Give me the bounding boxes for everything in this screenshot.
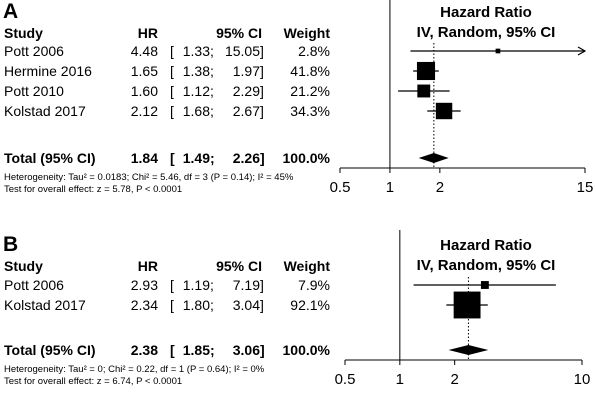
pooled-diamond xyxy=(448,345,489,355)
study-point xyxy=(480,281,489,289)
study-hr: 1.65 xyxy=(130,63,158,79)
study-ci-low: 1.38 xyxy=(182,63,210,79)
panel-label: B xyxy=(3,233,19,256)
study-ci-high: 2.29 xyxy=(232,83,260,99)
plot-subtitle: IV, Random, 95% CI xyxy=(416,24,556,41)
study-ci-low: 1.80 xyxy=(182,297,210,313)
study-hr: 2.93 xyxy=(130,277,158,293)
forest-panel-a: A Hazard Ratio IV, Random, 95% CI Study … xyxy=(3,0,594,196)
study-ci-high: 3.04 xyxy=(232,297,260,313)
x-tick-label: 2 xyxy=(436,179,444,196)
total-label: Total (95% CI) xyxy=(4,342,96,358)
x-tick-label: 10 xyxy=(574,371,591,388)
column-header-hr: HR xyxy=(137,258,158,274)
study-weight: 92.1% xyxy=(290,297,330,313)
total-ci-high: 3.06 xyxy=(232,342,260,358)
x-tick-label: 0.5 xyxy=(330,179,351,196)
total-label: Total (95% CI) xyxy=(4,150,96,166)
plot-title: Hazard Ratio xyxy=(440,237,532,254)
total-ci-low: 1.49 xyxy=(182,150,210,166)
study-name: Pott 2006 xyxy=(4,277,64,293)
study-ci-high: 2.67 xyxy=(232,103,260,119)
heterogeneity-text: Heterogeneity: Tau² = 0.0183; Chi² = 5.4… xyxy=(4,172,294,183)
overall-effect-text: Test for overall effect: z = 6.74, P < 0… xyxy=(4,376,183,387)
study-point xyxy=(495,48,501,54)
heterogeneity-text: Heterogeneity: Tau² = 0; Chi² = 0.22, df… xyxy=(4,364,265,375)
study-name: Kolstad 2017 xyxy=(4,297,86,313)
plot-title: Hazard Ratio xyxy=(440,4,532,21)
study-hr: 2.34 xyxy=(130,297,158,313)
total-weight: 100.0% xyxy=(282,342,330,358)
study-ci-high: 15.05 xyxy=(224,43,260,59)
x-tick-label: 0.5 xyxy=(335,371,356,388)
study-weight: 7.9% xyxy=(298,277,330,293)
x-tick-label: 15 xyxy=(577,179,594,196)
x-tick-label: 2 xyxy=(451,371,459,388)
total-weight: 100.0% xyxy=(282,150,330,166)
total-ci-low: 1.85 xyxy=(182,342,210,358)
study-hr: 1.60 xyxy=(130,83,158,99)
study-name: Pott 2006 xyxy=(4,43,64,59)
total-hr: 1.84 xyxy=(130,150,158,166)
study-hr: 2.12 xyxy=(130,103,158,119)
study-weight: 34.3% xyxy=(290,103,330,119)
panel-label: A xyxy=(3,0,19,23)
study-point xyxy=(435,102,453,120)
column-header-study: Study xyxy=(4,25,43,41)
study-ci-low: 1.33 xyxy=(182,43,210,59)
pooled-diamond xyxy=(418,153,449,163)
column-header-study: Study xyxy=(4,258,43,274)
study-name: Hermine 2016 xyxy=(4,63,92,79)
column-header-ci: 95% CI xyxy=(216,25,262,41)
study-name: Pott 2010 xyxy=(4,83,64,99)
study-ci-low: 1.68 xyxy=(182,103,210,119)
study-ci-low: 1.19 xyxy=(182,277,210,293)
study-weight: 21.2% xyxy=(290,83,330,99)
study-point xyxy=(416,61,436,81)
column-header-weight: Weight xyxy=(283,25,330,41)
study-ci-high: 7.19 xyxy=(232,277,260,293)
column-header-hr: HR xyxy=(137,25,158,41)
plot-subtitle: IV, Random, 95% CI xyxy=(416,257,556,274)
ci-arrow xyxy=(577,46,587,56)
total-hr: 2.38 xyxy=(130,342,158,358)
forest-plot-area: 0.5 1 2 15 xyxy=(330,0,594,196)
study-weight: 2.8% xyxy=(298,43,330,59)
study-ci-low: 1.12 xyxy=(182,83,210,99)
study-hr: 4.48 xyxy=(130,43,158,59)
overall-effect-text: Test for overall effect: z = 5.78, P < 0… xyxy=(4,184,183,195)
column-header-ci: 95% CI xyxy=(216,258,262,274)
study-name: Kolstad 2017 xyxy=(4,103,86,119)
forest-plot-area: 0.5 1 2 10 xyxy=(335,230,591,388)
study-point xyxy=(417,84,431,98)
x-tick-label: 1 xyxy=(396,371,404,388)
study-ci-high: 1.97 xyxy=(232,63,260,79)
study-weight: 41.8% xyxy=(290,63,330,79)
forest-panel-b: B Hazard Ratio IV, Random, 95% CI Study … xyxy=(0,210,596,400)
x-tick-label: 1 xyxy=(386,179,394,196)
total-ci-high: 2.26 xyxy=(232,150,260,166)
column-header-weight: Weight xyxy=(283,258,330,274)
study-point xyxy=(453,291,481,319)
